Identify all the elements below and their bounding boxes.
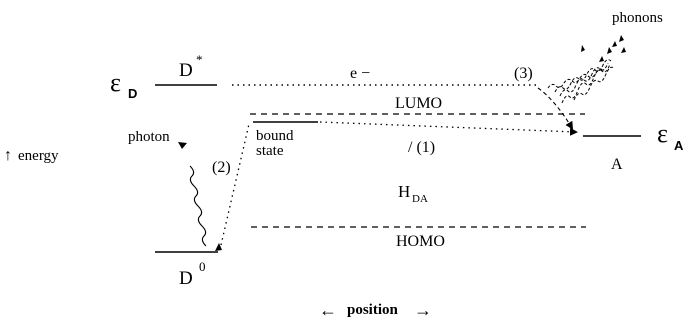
d0-label: D — [179, 268, 193, 289]
electron-label: e − — [350, 65, 370, 82]
epsilon-a-subscript: A — [674, 138, 684, 153]
phonon-wave-3 — [559, 62, 609, 97]
d0-to-bound-path — [220, 123, 250, 246]
hda-label: H — [398, 182, 410, 201]
phonon-wave-1 — [547, 68, 605, 89]
phonon-wave-2 — [554, 59, 612, 93]
acceptor-label: A — [611, 156, 623, 173]
hda-subscript: DA — [412, 193, 428, 205]
phonon-emission — [547, 59, 615, 104]
step1-label: / (1) — [408, 139, 435, 156]
phonons-label: phonons — [612, 10, 663, 26]
photon-wave — [189, 165, 207, 247]
relaxation-arrow — [537, 87, 574, 130]
epsilon-d-symbol: ε — [110, 68, 121, 97]
photon-label: photon — [128, 129, 170, 145]
step2-label: (2) — [212, 159, 231, 176]
phonon-wave-5 — [573, 66, 615, 101]
position-right-arrow-icon: → — [414, 300, 432, 320]
photon-arrowhead — [178, 142, 187, 149]
d0-superscript: 0 — [199, 259, 206, 274]
d-star-label: D — [179, 60, 193, 81]
phonon-arrowheads — [581, 35, 626, 62]
epsilon-a-symbol: ε — [657, 119, 668, 148]
energy-arrow-icon: ↑ — [4, 147, 12, 164]
phonon-wave-4 — [561, 63, 611, 104]
lumo-label: LUMO — [395, 95, 442, 112]
position-label: position — [347, 302, 399, 318]
bound-state-label-line2: state — [256, 143, 284, 159]
d0-arrowhead — [215, 243, 222, 251]
bound-state-label-line1: bound — [256, 128, 294, 144]
step3-label: (3) — [514, 65, 533, 82]
homo-label: HOMO — [396, 233, 445, 250]
energy-label: energy — [18, 148, 59, 164]
bound-to-acceptor-path — [319, 121, 578, 136]
epsilon-d-subscript: D — [128, 86, 137, 101]
position-left-arrow-icon: ← — [319, 300, 337, 320]
d-star-superscript: * — [196, 52, 203, 67]
